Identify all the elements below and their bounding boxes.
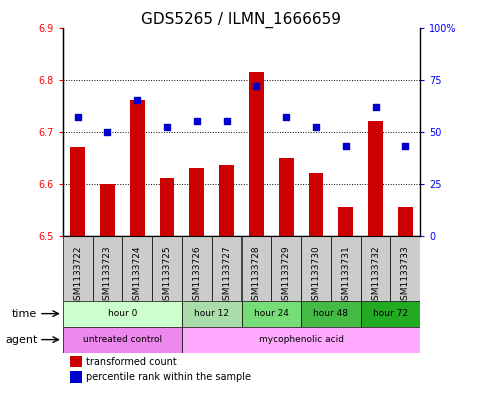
Bar	[301, 301, 361, 327]
Text: transformed count: transformed count	[86, 357, 177, 367]
Bar	[63, 301, 182, 327]
Point	[342, 143, 350, 149]
Bar	[219, 165, 234, 235]
Bar	[70, 356, 83, 367]
Text: GSM1133726: GSM1133726	[192, 245, 201, 306]
Bar	[63, 235, 93, 301]
Bar	[309, 173, 324, 235]
Text: GSM1133723: GSM1133723	[103, 245, 112, 306]
Text: GSM1133733: GSM1133733	[401, 245, 410, 306]
Bar	[182, 301, 242, 327]
Bar	[301, 235, 331, 301]
Bar	[249, 72, 264, 235]
Bar	[159, 178, 174, 235]
Bar	[212, 235, 242, 301]
Text: hour 72: hour 72	[373, 309, 408, 318]
Bar	[271, 235, 301, 301]
Text: time: time	[12, 309, 38, 319]
Point	[223, 118, 230, 124]
Text: mycophenolic acid: mycophenolic acid	[258, 335, 343, 344]
Point	[104, 129, 112, 135]
Text: hour 48: hour 48	[313, 309, 348, 318]
Point	[74, 114, 82, 120]
Point	[253, 83, 260, 89]
Text: percentile rank within the sample: percentile rank within the sample	[86, 372, 251, 382]
Bar	[361, 235, 390, 301]
Text: GSM1133725: GSM1133725	[163, 245, 171, 306]
Point	[193, 118, 201, 124]
Bar	[361, 301, 420, 327]
Point	[312, 124, 320, 130]
Title: GDS5265 / ILMN_1666659: GDS5265 / ILMN_1666659	[142, 11, 341, 28]
Text: GSM1133728: GSM1133728	[252, 245, 261, 306]
Text: GSM1133732: GSM1133732	[371, 245, 380, 306]
Point	[163, 124, 171, 130]
Bar	[122, 235, 152, 301]
Bar	[331, 235, 361, 301]
Bar	[242, 235, 271, 301]
Text: hour 12: hour 12	[194, 309, 229, 318]
Bar	[338, 207, 353, 235]
Text: agent: agent	[5, 334, 38, 345]
Bar	[70, 371, 83, 382]
Text: GSM1133730: GSM1133730	[312, 245, 320, 306]
Text: hour 24: hour 24	[254, 309, 289, 318]
Bar	[100, 184, 115, 235]
Point	[372, 103, 380, 110]
Bar	[130, 100, 145, 235]
Text: GSM1133729: GSM1133729	[282, 245, 291, 306]
Bar	[368, 121, 383, 235]
Bar	[70, 147, 85, 235]
Bar	[398, 207, 413, 235]
Text: GSM1133731: GSM1133731	[341, 245, 350, 306]
Text: GSM1133727: GSM1133727	[222, 245, 231, 306]
Point	[133, 97, 141, 103]
Bar	[279, 158, 294, 235]
Bar	[182, 327, 420, 353]
Bar	[242, 301, 301, 327]
Bar	[182, 235, 212, 301]
Bar	[93, 235, 122, 301]
Point	[401, 143, 409, 149]
Text: GSM1133724: GSM1133724	[133, 245, 142, 306]
Text: GSM1133722: GSM1133722	[73, 245, 82, 306]
Text: untreated control: untreated control	[83, 335, 162, 344]
Text: hour 0: hour 0	[108, 309, 137, 318]
Point	[282, 114, 290, 120]
Bar	[63, 327, 182, 353]
Bar	[189, 168, 204, 235]
Bar	[390, 235, 420, 301]
Bar	[152, 235, 182, 301]
